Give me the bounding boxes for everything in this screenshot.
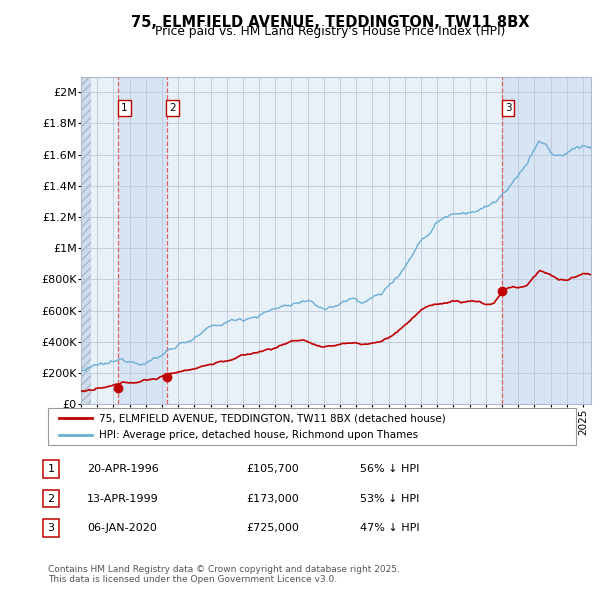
Text: 1: 1 bbox=[121, 103, 127, 113]
Text: 56% ↓ HPI: 56% ↓ HPI bbox=[360, 464, 419, 474]
Text: 20-APR-1996: 20-APR-1996 bbox=[87, 464, 159, 474]
Text: 47% ↓ HPI: 47% ↓ HPI bbox=[360, 523, 419, 533]
Bar bbox=[81, 77, 91, 404]
Text: 1: 1 bbox=[47, 464, 55, 474]
Text: 75, ELMFIELD AVENUE, TEDDINGTON, TW11 8BX (detached house): 75, ELMFIELD AVENUE, TEDDINGTON, TW11 8B… bbox=[99, 414, 446, 423]
Text: 2: 2 bbox=[169, 103, 176, 113]
Bar bbox=[502, 77, 591, 404]
Text: 2: 2 bbox=[47, 494, 55, 503]
Text: £105,700: £105,700 bbox=[246, 464, 299, 474]
Text: £725,000: £725,000 bbox=[246, 523, 299, 533]
Text: £173,000: £173,000 bbox=[246, 494, 299, 503]
Text: 3: 3 bbox=[505, 103, 511, 113]
Text: 75, ELMFIELD AVENUE, TEDDINGTON, TW11 8BX: 75, ELMFIELD AVENUE, TEDDINGTON, TW11 8B… bbox=[131, 15, 529, 30]
Bar bbox=[118, 77, 167, 404]
Text: Contains HM Land Registry data © Crown copyright and database right 2025.
This d: Contains HM Land Registry data © Crown c… bbox=[48, 565, 400, 584]
Text: 53% ↓ HPI: 53% ↓ HPI bbox=[360, 494, 419, 503]
Text: HPI: Average price, detached house, Richmond upon Thames: HPI: Average price, detached house, Rich… bbox=[99, 431, 418, 440]
Text: Price paid vs. HM Land Registry's House Price Index (HPI): Price paid vs. HM Land Registry's House … bbox=[155, 25, 505, 38]
Text: 3: 3 bbox=[47, 523, 55, 533]
Text: 06-JAN-2020: 06-JAN-2020 bbox=[87, 523, 157, 533]
Text: 13-APR-1999: 13-APR-1999 bbox=[87, 494, 159, 503]
